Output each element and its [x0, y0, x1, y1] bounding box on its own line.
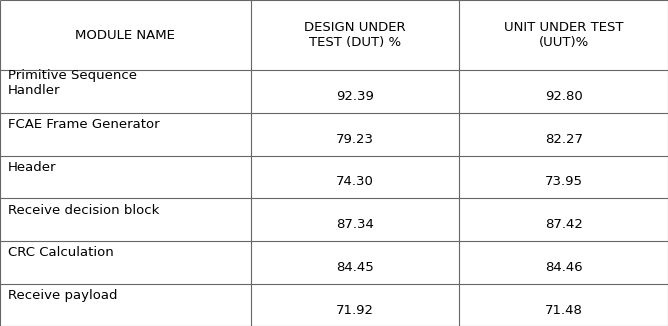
Text: DESIGN UNDER
TEST (DUT) %: DESIGN UNDER TEST (DUT) % [304, 21, 405, 49]
Text: MODULE NAME: MODULE NAME [75, 29, 175, 41]
Text: CRC Calculation: CRC Calculation [8, 246, 114, 259]
Text: Primitive Sequence
Handler: Primitive Sequence Handler [8, 69, 137, 97]
Text: Receive payload: Receive payload [8, 289, 118, 302]
Text: 79.23: 79.23 [336, 133, 374, 146]
Text: Header: Header [8, 161, 57, 174]
Text: 74.30: 74.30 [336, 175, 374, 188]
Text: 84.46: 84.46 [545, 261, 582, 274]
Text: 92.39: 92.39 [336, 90, 374, 103]
Text: 71.48: 71.48 [544, 304, 582, 317]
Text: FCAE Frame Generator: FCAE Frame Generator [8, 118, 160, 131]
Text: 92.80: 92.80 [544, 90, 582, 103]
Text: 87.42: 87.42 [544, 218, 582, 231]
Text: UNIT UNDER TEST
(UUT)%: UNIT UNDER TEST (UUT)% [504, 21, 623, 49]
Text: 87.34: 87.34 [336, 218, 374, 231]
Text: 84.45: 84.45 [336, 261, 374, 274]
Text: 71.92: 71.92 [336, 304, 374, 317]
Text: 82.27: 82.27 [544, 133, 582, 146]
Text: Receive decision block: Receive decision block [8, 204, 160, 217]
Text: 73.95: 73.95 [544, 175, 582, 188]
